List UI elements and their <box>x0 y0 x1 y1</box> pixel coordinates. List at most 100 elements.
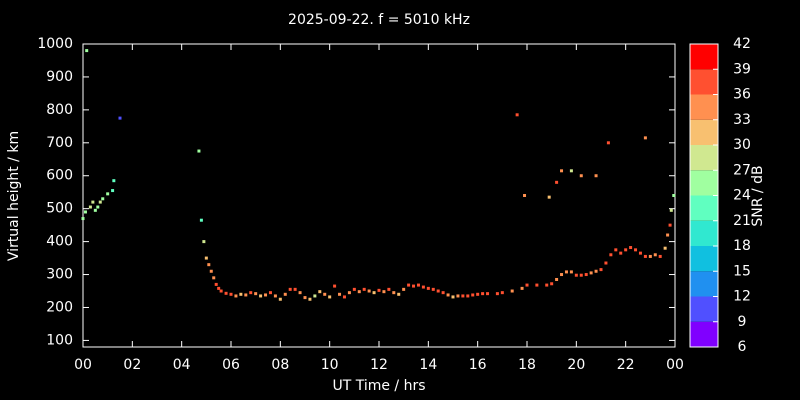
data-point <box>629 246 633 250</box>
colorbar-tick-label: 36 <box>733 87 751 103</box>
data-point <box>547 195 551 199</box>
data-point <box>273 294 277 298</box>
data-point <box>264 293 268 297</box>
data-point <box>118 116 122 120</box>
data-point <box>564 270 568 274</box>
x-tick-label: 04 <box>173 357 191 373</box>
data-point <box>481 292 485 296</box>
data-point <box>441 291 445 295</box>
data-point <box>500 291 504 295</box>
colorbar-tick-label: 33 <box>733 112 751 128</box>
data-point <box>535 283 539 287</box>
x-tick-label: 10 <box>321 357 339 373</box>
data-point <box>88 205 92 209</box>
colorbar-tick-label: 15 <box>733 263 751 279</box>
data-point <box>111 189 115 193</box>
y-tick-label: 900 <box>46 69 73 85</box>
data-point <box>624 248 628 252</box>
colorbar-level <box>690 296 718 322</box>
colorbar-level <box>690 321 718 347</box>
x-tick-label: 00 <box>74 357 92 373</box>
colorbar-tick-label: 39 <box>733 61 751 77</box>
x-tick-label: 08 <box>271 357 289 373</box>
data-point <box>594 174 598 178</box>
colorbar-level <box>690 246 718 272</box>
data-point <box>495 292 499 296</box>
data-point <box>367 289 371 293</box>
colorbar-tick-label: 27 <box>733 162 751 178</box>
data-point <box>407 283 411 287</box>
data-point <box>96 205 100 209</box>
data-point <box>392 291 396 295</box>
data-point <box>338 292 342 296</box>
colorbar-level <box>690 195 718 221</box>
data-point <box>402 287 406 291</box>
x-tick-label: 22 <box>617 357 635 373</box>
data-point <box>510 289 514 293</box>
colorbar-tick-label: 30 <box>733 137 751 153</box>
data-point <box>589 271 593 275</box>
data-point <box>426 286 430 290</box>
y-tick-label: 300 <box>46 267 73 283</box>
data-point <box>456 294 460 298</box>
data-point <box>209 269 213 273</box>
data-point <box>515 113 519 117</box>
data-point <box>574 273 578 277</box>
colorbar-level <box>690 94 718 120</box>
data-point <box>614 248 618 252</box>
data-point <box>604 261 608 265</box>
data-point <box>584 273 588 277</box>
data-point <box>555 277 559 281</box>
data-point <box>594 269 598 273</box>
data-point <box>466 294 470 298</box>
data-point <box>303 296 307 300</box>
data-point <box>98 200 102 204</box>
y-tick-label: 600 <box>46 168 73 184</box>
x-tick-label: 14 <box>419 357 437 373</box>
data-point <box>298 291 302 295</box>
y-tick-label: 500 <box>46 201 73 217</box>
data-point <box>81 217 85 221</box>
data-point <box>520 286 524 290</box>
data-point <box>451 295 455 299</box>
data-point <box>308 297 312 301</box>
colorbar-level <box>690 69 718 95</box>
data-point <box>555 180 559 184</box>
data-point <box>412 284 416 288</box>
data-point <box>569 169 573 173</box>
x-tick-label: 02 <box>123 357 141 373</box>
data-point <box>239 292 243 296</box>
data-point <box>436 289 440 293</box>
data-point <box>352 287 356 291</box>
y-tick-label: 1000 <box>37 36 73 52</box>
data-point <box>372 291 376 295</box>
data-point <box>648 254 652 258</box>
data-point <box>212 276 216 280</box>
colorbar-level <box>690 44 718 70</box>
x-tick-label: 20 <box>567 357 585 373</box>
data-point <box>318 290 322 294</box>
data-point <box>333 284 337 288</box>
colorbar-tick-label: 18 <box>733 238 751 254</box>
colorbar-tick-label: 42 <box>733 36 751 52</box>
data-point <box>288 287 292 291</box>
colorbar-level <box>690 145 718 171</box>
data-point <box>653 253 657 257</box>
data-point <box>283 292 287 296</box>
y-tick-label: 200 <box>46 299 73 315</box>
data-point <box>643 136 647 140</box>
data-point <box>268 291 272 295</box>
data-point <box>106 192 110 196</box>
data-point <box>234 294 238 298</box>
x-tick-label: 06 <box>222 357 240 373</box>
data-point <box>197 149 201 153</box>
data-point <box>293 287 297 291</box>
data-point <box>217 286 221 290</box>
data-point <box>486 292 490 296</box>
colorbar-level <box>690 271 718 297</box>
colorbar-level <box>690 220 718 246</box>
x-tick-label: 12 <box>370 357 388 373</box>
